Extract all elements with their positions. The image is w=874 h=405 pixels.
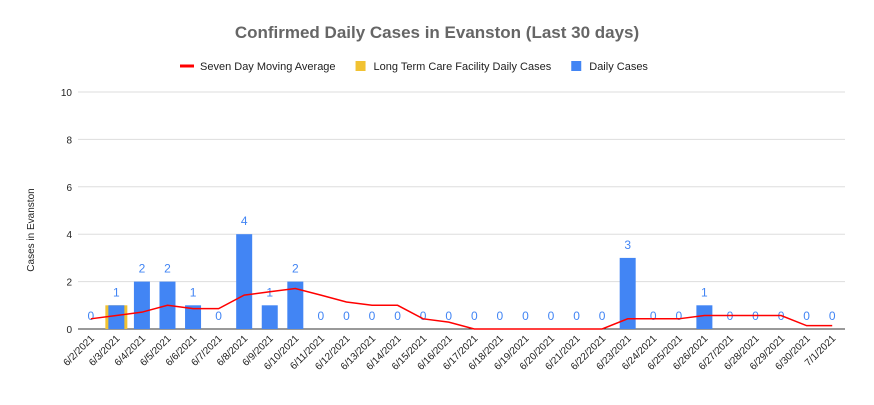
data-label: 1 bbox=[701, 285, 708, 299]
data-label: 0 bbox=[599, 309, 606, 323]
data-label: 0 bbox=[548, 309, 555, 323]
y-tick-label: 4 bbox=[66, 230, 72, 241]
chart-title: Confirmed Daily Cases in Evanston (Last … bbox=[235, 23, 639, 42]
data-label: 0 bbox=[318, 309, 325, 323]
y-axis-label: Cases in Evanston bbox=[26, 188, 37, 271]
data-label: 2 bbox=[139, 262, 146, 276]
legend-label: Daily Cases bbox=[589, 61, 648, 73]
data-label: 3 bbox=[624, 238, 631, 252]
line bbox=[90, 287, 833, 330]
data-label: 0 bbox=[445, 309, 452, 323]
legend-swatch bbox=[571, 61, 582, 71]
data-label: 0 bbox=[471, 309, 478, 323]
y-tick-label: 8 bbox=[66, 135, 72, 146]
legend-label: Long Term Care Facility Daily Cases bbox=[374, 61, 552, 73]
data-label: 0 bbox=[829, 309, 836, 323]
data-label: 2 bbox=[164, 262, 171, 276]
legend-label: Seven Day Moving Average bbox=[200, 61, 336, 73]
bar bbox=[287, 281, 304, 329]
data-label: 4 bbox=[241, 214, 248, 228]
bar bbox=[133, 281, 150, 329]
bar bbox=[108, 305, 125, 329]
bar bbox=[696, 305, 713, 329]
y-tick-label: 10 bbox=[61, 88, 73, 99]
data-label: 0 bbox=[675, 309, 682, 323]
legend-swatch bbox=[355, 61, 366, 71]
y-tick-label: 0 bbox=[66, 325, 72, 336]
bar bbox=[261, 305, 278, 329]
data-label: 0 bbox=[215, 309, 222, 323]
data-label: 2 bbox=[292, 262, 299, 276]
data-label: 0 bbox=[650, 309, 657, 323]
bar bbox=[236, 234, 253, 329]
data-label: 0 bbox=[87, 309, 94, 323]
data-label: 0 bbox=[369, 309, 376, 323]
data-label: 0 bbox=[803, 309, 810, 323]
data-label: 1 bbox=[113, 285, 120, 299]
bar bbox=[185, 305, 202, 329]
y-tick-label: 2 bbox=[66, 278, 72, 289]
data-label: 0 bbox=[522, 309, 529, 323]
data-label: 0 bbox=[497, 309, 504, 323]
data-label: 0 bbox=[573, 309, 580, 323]
y-tick-label: 6 bbox=[66, 183, 72, 194]
data-label: 0 bbox=[420, 309, 427, 323]
data-label: 1 bbox=[190, 285, 197, 299]
data-label: 0 bbox=[394, 309, 401, 323]
bar bbox=[619, 257, 636, 329]
data-label: 0 bbox=[343, 309, 350, 323]
